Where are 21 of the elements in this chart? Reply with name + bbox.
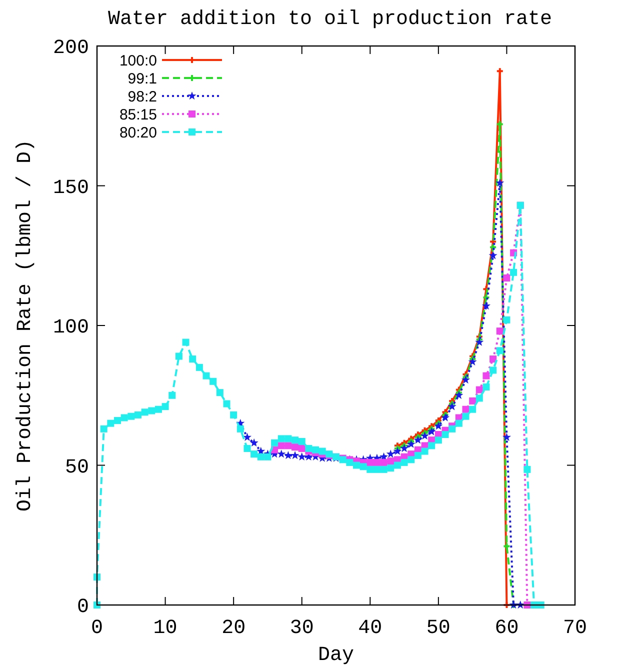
legend-label: 80:20 — [119, 124, 157, 142]
legend-label: 98:2 — [128, 88, 157, 106]
legend-label: 100:0 — [119, 52, 157, 70]
y-tick-label: 0 — [76, 596, 89, 619]
x-tick-label: 60 — [494, 617, 519, 640]
x-tick-label: 30 — [290, 617, 314, 640]
x-tick-label: 20 — [222, 617, 246, 640]
x-tick-label: 10 — [153, 617, 178, 640]
chart-title: Water addition to oil production rate — [108, 8, 552, 31]
x-axis-title: Day — [318, 644, 354, 666]
y-tick-label: 150 — [52, 176, 89, 200]
x-tick-label: 50 — [426, 617, 450, 640]
y-tick-label: 100 — [52, 316, 89, 340]
x-tick-label: 70 — [562, 617, 588, 640]
x-tick-label: 0 — [90, 617, 104, 640]
x-tick-label: 40 — [358, 617, 382, 640]
y-tick-label: 200 — [52, 37, 89, 60]
y-tick-label: 50 — [64, 456, 89, 480]
legend-label: 99:1 — [128, 70, 157, 88]
y-axis-title: Oil Production Rate (lbmol / D) — [14, 139, 37, 512]
legend-label: 85:15 — [119, 106, 157, 124]
